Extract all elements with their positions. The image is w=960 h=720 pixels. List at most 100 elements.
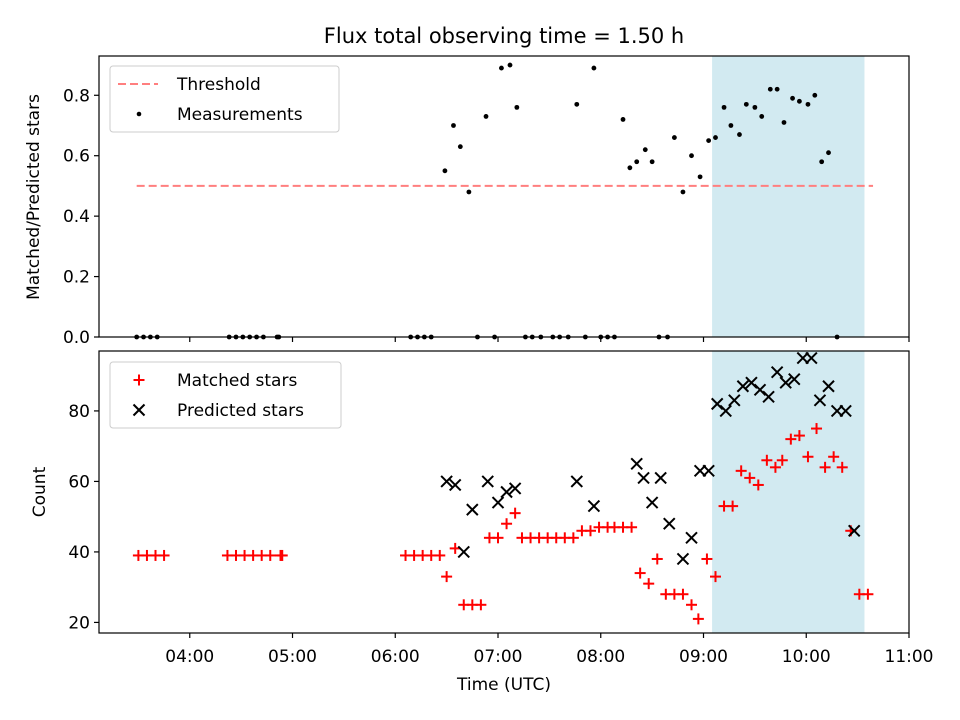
x-tick-label: 10:00 <box>782 647 831 667</box>
predicted-star-point <box>753 383 767 396</box>
predicted-star-point <box>457 545 470 559</box>
measurement-point <box>483 114 489 119</box>
matched-star-point <box>752 479 764 491</box>
matched-star-point <box>276 549 288 561</box>
predicted-star-point <box>685 531 698 545</box>
matched-star-point <box>441 571 453 583</box>
matched-star-point <box>744 472 756 484</box>
measurements-legend-label: Measurements <box>177 105 303 125</box>
legend-box <box>109 65 340 133</box>
predicted-stars-legend-label: Predicted stars <box>177 401 304 421</box>
predicted-star-point <box>805 351 818 365</box>
measurement-point <box>774 86 780 92</box>
y-tick-label: 80 <box>68 402 90 422</box>
count-points <box>132 351 874 625</box>
matched-star-point <box>769 461 781 473</box>
matched-star-point <box>651 553 663 565</box>
highlight-span <box>712 351 865 633</box>
threshold-legend-label: Threshold <box>176 75 261 95</box>
ratio-panel-frame <box>98 55 910 338</box>
measurement-point <box>759 114 765 119</box>
measurement-point <box>642 147 648 153</box>
predicted-star-point <box>779 376 792 389</box>
measurement-point <box>781 120 787 125</box>
measurement-point <box>713 135 718 140</box>
measurements-legend-swatch <box>136 111 142 117</box>
predicted-star-point <box>570 475 583 488</box>
y-tick-label: 60 <box>68 472 90 492</box>
predicted-star-point <box>813 394 827 407</box>
x-tick-label: 05:00 <box>268 647 317 667</box>
predicted-star-point <box>719 404 732 418</box>
predicted-star-point <box>645 496 659 509</box>
measurement-point <box>689 153 694 159</box>
measurement-point <box>499 65 504 71</box>
predicted-star-point <box>663 517 676 530</box>
measurement-point <box>457 144 463 150</box>
measurement-point <box>752 104 758 110</box>
matched-star-point <box>802 451 814 463</box>
predicted-star-point <box>466 503 479 516</box>
matched-star-point <box>727 500 739 512</box>
measurement-point <box>737 132 742 137</box>
y-tick-label: 20 <box>68 613 90 633</box>
measurement-point <box>671 135 677 140</box>
predicted-star-point <box>788 372 801 386</box>
predicted-star-point <box>702 464 715 478</box>
predicted-star-point <box>481 475 494 488</box>
measurement-point <box>767 86 773 92</box>
predicted-star-point <box>770 365 784 379</box>
matched-star-point <box>692 613 704 625</box>
x-tick-label: 11:00 <box>885 647 934 667</box>
x-tick-label: 04:00 <box>165 647 214 667</box>
ratio-x-ticks <box>189 337 910 342</box>
y-tick-label: 0.2 <box>63 268 90 288</box>
matched-star-point <box>793 430 805 442</box>
predicted-star-point <box>762 390 775 404</box>
matched-star-point <box>735 465 747 477</box>
measurement-point <box>797 98 802 104</box>
ratio-legend: Threshold Measurements <box>109 65 340 133</box>
predicted-star-point <box>676 552 690 566</box>
measurement-point <box>442 168 448 174</box>
matched-star-point <box>584 525 596 537</box>
predicted-star-point <box>440 475 453 488</box>
measurement-point <box>680 189 686 195</box>
x-tick-label: 08:00 <box>576 647 625 667</box>
matched-star-point <box>785 433 797 445</box>
measurement-point <box>819 159 825 165</box>
matched-star-point <box>158 549 170 561</box>
predicted-star-point <box>500 485 513 499</box>
predicted-star-point <box>736 380 750 393</box>
chart-title: Flux total observing time = 1.50 h <box>324 24 684 48</box>
matched-star-point <box>776 454 788 466</box>
predicted-star-point <box>587 499 601 513</box>
predicted-star-point <box>508 482 522 495</box>
predicted-star-point <box>654 471 667 485</box>
predicted-star-point <box>728 394 741 407</box>
predicted-star-point <box>637 471 650 485</box>
matched-star-point <box>819 461 831 473</box>
matched-star-point <box>862 588 874 600</box>
matched-star-point <box>133 374 145 386</box>
predicted-star-point <box>745 376 758 389</box>
measurement-point <box>697 174 703 180</box>
predicted-stars-legend-swatch <box>132 403 146 417</box>
measurement-point <box>620 117 626 122</box>
matched-star-point <box>811 423 823 435</box>
measurement-point <box>743 101 749 107</box>
matched-star-point <box>475 599 487 611</box>
measurement-point <box>721 104 727 110</box>
measurement-point <box>826 150 831 156</box>
matched-star-point <box>677 588 689 600</box>
measurement-point <box>790 95 795 101</box>
matched-star-point <box>761 454 773 466</box>
predicted-star-point <box>132 403 146 417</box>
matched-star-point <box>701 553 713 565</box>
measurement-point <box>627 165 633 171</box>
y-tick-label: 0.4 <box>63 207 90 227</box>
matched-star-point <box>634 567 646 579</box>
matched-star-point <box>567 532 579 544</box>
measurement-points <box>134 62 840 340</box>
